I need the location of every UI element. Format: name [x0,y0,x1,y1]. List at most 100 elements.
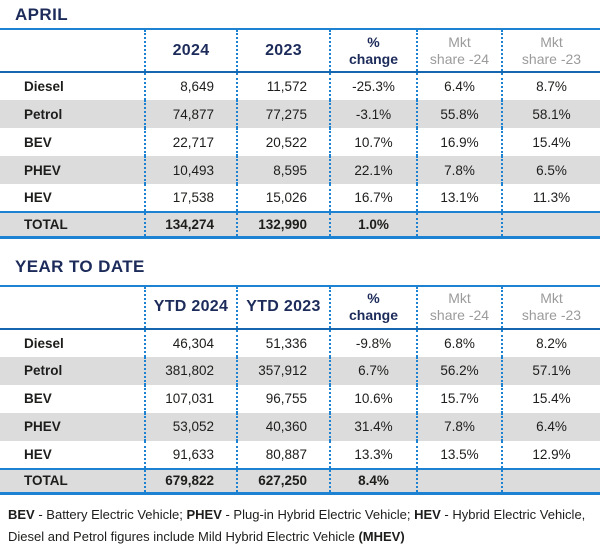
value-mkt-share-24: 16.9% [416,128,502,156]
value-ytd-2024: 46,304 [144,328,237,357]
row-label: TOTAL [0,211,145,239]
header-line: share -23 [521,307,582,323]
footnote-bev-desc: - Battery Electric Vehicle; [34,507,187,522]
april-section: APRIL 2024 2023 % change Mkt share -24 M… [0,0,600,239]
footnote-phev-desc: - Plug-in Hybrid Electric Vehicle; [221,507,415,522]
table-row-phev: PHEV 10,493 8,595 22.1% 7.8% 6.5% [0,156,600,184]
value-ytd-2023: 96,755 [236,384,330,413]
row-label: PHEV [24,419,61,434]
row-label: BEV [24,391,52,406]
empty-corner-cell [0,286,145,330]
table-row-phev: PHEV 53,052 40,360 31.4% 7.8% 6.4% [0,412,600,441]
value-pct-change: -25.3% [329,72,417,100]
table-row-total: TOTAL 134,274 132,990 1.0% [0,211,600,239]
value-mkt-share-23: 15.4% [501,128,600,156]
column-header-mkt-share-23: Mkt share -23 [501,30,600,73]
footnote-phev-term: PHEV [186,507,222,522]
value-2024: 134,274 [144,211,237,239]
april-table: 2024 2023 % change Mkt share -24 Mkt sha… [0,30,600,239]
row-label: BEV [24,134,52,150]
table-row-petrol: Petrol 74,877 77,275 -3.1% 55.8% 58.1% [0,100,600,128]
value-mkt-share-24 [416,211,502,239]
value-mkt-share-24: 55.8% [416,100,502,128]
value-mkt-share-24: 7.8% [416,412,502,441]
table-row-diesel: Diesel 46,304 51,336 -9.8% 6.8% 8.2% [0,328,600,357]
value-mkt-share-24 [416,467,502,495]
value-mkt-share-23: 15.4% [501,384,600,413]
table-row-bev: BEV 107,031 96,755 10.6% 15.7% 15.4% [0,384,600,413]
ytd-table: YTD 2024 YTD 2023 % change Mkt share -24… [0,286,600,495]
value-pct-change: 31.4% [329,412,417,441]
year-to-date-section: YEAR TO DATE YTD 2024 YTD 2023 % change … [0,239,600,495]
footnote-bev-term: BEV [8,507,35,522]
value-pct-change: 10.6% [329,384,417,413]
header-line: share -24 [429,50,490,67]
section-title-year-to-date: YEAR TO DATE [15,256,145,276]
value-2023: 20,522 [236,128,330,156]
header-line: share -23 [521,50,582,67]
value-pct-change: 10.7% [329,128,417,156]
value-2023: 8,595 [236,156,330,184]
value-2023: 77,275 [236,100,330,128]
value-2024: 8,649 [144,72,237,100]
row-label: Diesel [24,335,64,351]
value-pct-change: 22.1% [329,156,417,184]
value-2023: 11,572 [236,72,330,100]
value-mkt-share-24: 7.8% [416,156,502,184]
footnote: BEV - Battery Electric Vehicle; PHEV - P… [0,495,600,548]
value-ytd-2023: 51,336 [236,328,330,357]
value-mkt-share-23: 57.1% [501,356,600,385]
column-header-mkt-share-24: Mkt share -24 [416,286,502,330]
section-title-april: APRIL [15,5,68,24]
value-mkt-share-23: 58.1% [501,100,600,128]
footnote-mhev-desc: Diesel and Petrol figures include Mild H… [8,529,359,544]
value-mkt-share-23: 11.3% [501,184,600,212]
header-line: Mkt [540,33,563,50]
value-pct-change: -3.1% [329,100,417,128]
column-header-mkt-share-23: Mkt share -23 [501,286,600,330]
value-ytd-2023: 357,912 [236,356,330,385]
header-line: Mkt [448,290,471,306]
row-label: Diesel [24,79,64,94]
column-header-ytd-2023: YTD 2023 [236,286,330,330]
value-mkt-share-23: 8.2% [501,328,600,357]
value-mkt-share-24: 13.1% [416,184,502,212]
header-line: % [367,290,380,306]
empty-corner-cell [0,30,145,73]
row-label: Petrol [24,106,63,122]
value-mkt-share-23: 6.5% [501,156,600,184]
header-line: change [348,50,398,67]
value-ytd-2024: 53,052 [144,412,237,441]
value-ytd-2023: 40,360 [236,412,330,441]
value-mkt-share-24: 6.8% [416,328,502,357]
value-ytd-2024: 107,031 [144,384,237,413]
value-2023: 132,990 [236,211,330,239]
value-2024: 22,717 [144,128,237,156]
value-mkt-share-24: 56.2% [416,356,502,385]
column-header-2023: 2023 [236,30,330,73]
value-2024: 10,493 [144,156,237,184]
header-line: % [367,33,380,50]
value-mkt-share-24: 13.5% [416,440,502,469]
header-line: change [348,307,398,323]
row-label: Petrol [24,363,63,378]
footnote-line-2: Diesel and Petrol figures include Mild H… [8,526,590,548]
title-rule [0,28,600,30]
value-2024: 74,877 [144,100,237,128]
table-row-total: TOTAL 679,822 627,250 8.4% [0,467,600,495]
column-header-2024: 2024 [144,30,237,73]
column-header-ytd-2024: YTD 2024 [144,286,237,330]
value-pct-change: 8.4% [329,467,417,495]
footnote-hev-term: HEV [414,507,441,522]
value-mkt-share-23: 12.9% [501,440,600,469]
table-row-hev: HEV 91,633 80,887 13.3% 13.5% 12.9% [0,440,600,469]
table-row-hev: HEV 17,538 15,026 16.7% 13.1% 11.3% [0,184,600,212]
value-pct-change: 16.7% [329,184,417,212]
value-pct-change: -9.8% [329,328,417,357]
value-2024: 17,538 [144,184,237,212]
value-mkt-share-23: 6.4% [501,412,600,441]
header-line: share -24 [429,307,490,323]
header-line: Mkt [540,290,563,306]
value-pct-change: 6.7% [329,356,417,385]
column-header-pct-change: % change [329,286,417,330]
